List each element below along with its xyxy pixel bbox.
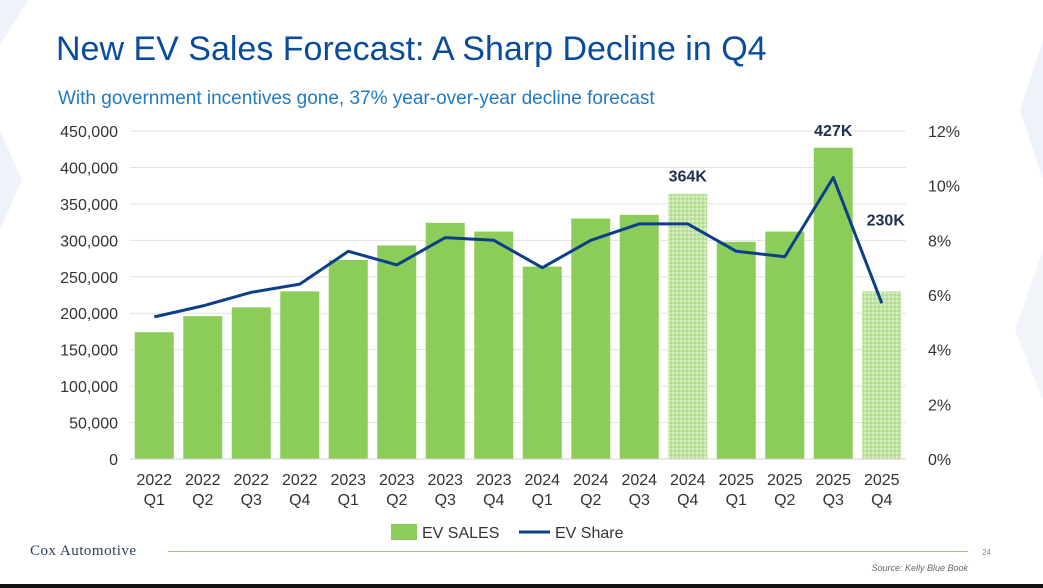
x-tick-label-year: 2023 bbox=[379, 472, 415, 489]
right-axis-tick-label: 6% bbox=[928, 288, 951, 305]
sales-bar bbox=[765, 231, 805, 459]
x-tick-label-quarter: Q4 bbox=[677, 492, 698, 509]
legend-label-ev-sales: EV SALES bbox=[422, 525, 499, 542]
source-note: Source: Kelly Blue Book bbox=[871, 563, 968, 573]
right-axis-tick-label: 0% bbox=[928, 452, 951, 469]
left-axis-tick-label: 250,000 bbox=[60, 270, 118, 287]
page-subtitle: With government incentives gone, 37% yea… bbox=[58, 88, 655, 109]
bottom-bar bbox=[0, 584, 1043, 588]
left-axis-tick-label: 200,000 bbox=[60, 306, 118, 323]
x-tick-label-quarter: Q2 bbox=[192, 492, 213, 509]
right-axis-tick-label: 4% bbox=[928, 343, 951, 360]
sales-bar bbox=[716, 241, 756, 459]
legend-swatch-bar bbox=[391, 524, 417, 540]
sales-bar bbox=[619, 214, 659, 459]
sales-bar bbox=[183, 316, 223, 459]
x-tick-label-quarter: Q3 bbox=[435, 492, 456, 509]
sales-bar bbox=[522, 266, 562, 459]
forecast-bar bbox=[668, 193, 708, 459]
annotations: 364K 427K 230K bbox=[669, 123, 906, 230]
data-label: 230K bbox=[867, 212, 906, 229]
sales-bar bbox=[280, 291, 320, 459]
bar-series bbox=[134, 147, 902, 459]
page-number: 24 bbox=[982, 548, 991, 557]
x-tick-label-year: 2022 bbox=[185, 472, 221, 489]
sales-bar bbox=[377, 245, 417, 459]
x-tick-label-quarter: Q1 bbox=[338, 492, 359, 509]
x-tick-label-quarter: Q1 bbox=[144, 492, 165, 509]
legend-label-ev-share: EV Share bbox=[555, 525, 624, 542]
left-axis-tick-label: 400,000 bbox=[60, 160, 118, 177]
footer-divider bbox=[168, 551, 968, 552]
left-axis-tick-label: 0 bbox=[109, 452, 118, 469]
forecast-bar bbox=[862, 291, 902, 459]
x-tick-label-year: 2023 bbox=[427, 472, 463, 489]
x-tick-label-year: 2024 bbox=[621, 472, 657, 489]
x-tick-label-year: 2025 bbox=[767, 472, 803, 489]
left-axis-tick-label: 150,000 bbox=[60, 343, 118, 360]
left-axis-tick-label: 300,000 bbox=[60, 233, 118, 250]
sales-bar bbox=[571, 218, 611, 459]
left-axis-tick-label: 100,000 bbox=[60, 379, 118, 396]
x-tick-label-year: 2025 bbox=[864, 472, 900, 489]
x-tick-label-quarter: Q1 bbox=[532, 492, 553, 509]
x-tick-label-year: 2023 bbox=[330, 472, 366, 489]
x-tick-label-year: 2022 bbox=[136, 472, 172, 489]
right-axis-tick-label: 2% bbox=[928, 397, 951, 414]
x-tick-label-quarter: Q2 bbox=[580, 492, 601, 509]
ev-share-line bbox=[153, 176, 884, 319]
x-tick-label-year: 2022 bbox=[233, 472, 269, 489]
page-title: New EV Sales Forecast: A Sharp Decline i… bbox=[56, 30, 767, 68]
x-tick-label-year: 2025 bbox=[815, 472, 851, 489]
x-tick-label-year: 2023 bbox=[476, 472, 512, 489]
sales-bar bbox=[474, 231, 514, 459]
sales-bar bbox=[328, 260, 368, 459]
axes: 0 50,000 100,000 150,000 200,000 250,000 300,0… bbox=[60, 124, 960, 509]
data-label: 364K bbox=[669, 169, 708, 186]
x-tick-label-quarter: Q1 bbox=[726, 492, 747, 509]
x-tick-label-quarter: Q2 bbox=[386, 492, 407, 509]
right-axis-tick-label: 12% bbox=[928, 124, 960, 141]
x-tick-label-quarter: Q4 bbox=[289, 492, 310, 509]
x-tick-label-quarter: Q4 bbox=[483, 492, 504, 509]
data-label: 427K bbox=[814, 123, 853, 140]
x-tick-label-year: 2024 bbox=[670, 472, 706, 489]
x-tick-label-quarter: Q3 bbox=[241, 492, 262, 509]
left-axis-tick-label: 350,000 bbox=[60, 197, 118, 214]
cox-automotive-logo: Cox Automotive bbox=[30, 543, 137, 559]
left-axis-tick-label: 50,000 bbox=[69, 416, 118, 433]
sales-bar bbox=[425, 222, 465, 459]
legend: EV SALES EV Share bbox=[391, 524, 624, 542]
x-tick-label-quarter: Q3 bbox=[823, 492, 844, 509]
x-tick-label-year: 2024 bbox=[524, 472, 560, 489]
x-tick-label-quarter: Q3 bbox=[629, 492, 650, 509]
x-tick-label-year: 2024 bbox=[573, 472, 609, 489]
left-axis-tick-label: 450,000 bbox=[60, 124, 118, 141]
line-series bbox=[153, 176, 884, 319]
right-axis-tick-label: 10% bbox=[928, 179, 960, 196]
x-tick-label-quarter: Q4 bbox=[871, 492, 892, 509]
sales-bar bbox=[813, 147, 853, 459]
x-tick-label-year: 2022 bbox=[282, 472, 318, 489]
sales-bar bbox=[134, 332, 174, 459]
sales-bar bbox=[231, 307, 271, 459]
x-tick-label-year: 2025 bbox=[718, 472, 754, 489]
x-tick-label-quarter: Q2 bbox=[774, 492, 795, 509]
right-axis-tick-label: 8% bbox=[928, 233, 951, 250]
